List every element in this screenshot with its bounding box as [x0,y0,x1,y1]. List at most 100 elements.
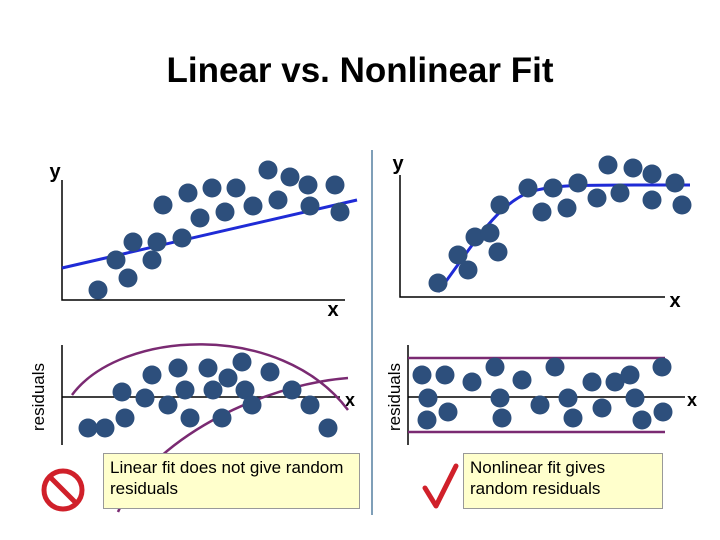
dot [78,418,98,438]
dot [592,398,612,418]
y-label: y [49,161,61,183]
dot [490,195,510,215]
trend-curve [70,343,349,411]
dot [118,268,138,288]
dot [532,202,552,222]
dot [258,160,278,180]
dot [610,183,630,203]
dot [665,173,685,193]
check-icon [422,463,459,509]
dot [142,250,162,270]
dot [175,380,195,400]
dot [563,408,583,428]
dot [298,175,318,195]
dot [462,372,482,392]
dot [280,167,300,187]
dot [485,357,505,377]
dot [545,357,565,377]
dot [202,178,222,198]
y-label: y [392,153,404,175]
dot [543,178,563,198]
dot [418,388,438,408]
dot [300,196,320,216]
dot [438,402,458,422]
dot [642,164,662,184]
dot [260,362,280,382]
dot [212,408,232,428]
dot [518,178,538,198]
dot [652,357,672,377]
dot [582,372,602,392]
dot [448,245,468,265]
dot [235,380,255,400]
residual-label: residuals [385,363,404,431]
dot [95,418,115,438]
dot [512,370,532,390]
dot [458,260,478,280]
dot [488,242,508,262]
dot [232,352,252,372]
dot [168,358,188,378]
dot [672,195,692,215]
dot [558,388,578,408]
x-label: x [345,390,355,410]
dot [242,395,262,415]
dot [115,408,135,428]
dot [226,178,246,198]
dot [198,358,218,378]
dot [417,410,437,430]
dot [625,388,645,408]
dot [215,202,235,222]
dot [158,395,178,415]
dot [218,368,238,388]
dot [203,380,223,400]
dot [147,232,167,252]
dot [642,190,662,210]
x-label: x [669,290,680,312]
dot [88,280,108,300]
dot [106,250,126,270]
dot [623,158,643,178]
residual-label: residuals [29,363,48,431]
dot [190,208,210,228]
dot [300,395,320,415]
caption-box: Nonlinear fit gives random residuals [463,453,663,509]
dot [428,273,448,293]
title: Linear vs. Nonlinear Fit [166,51,553,90]
x-label: x [687,390,697,410]
dot [325,175,345,195]
dot [620,365,640,385]
dot [142,365,162,385]
dot [490,388,510,408]
dot [268,190,288,210]
dot [465,227,485,247]
dot [178,183,198,203]
dot [480,223,500,243]
dot [153,195,173,215]
dot [598,155,618,175]
dot [605,372,625,392]
dot [172,228,192,248]
dot [557,198,577,218]
dot [330,202,350,222]
no-icon [41,468,85,512]
dot [412,365,432,385]
dot [568,173,588,193]
dot [243,196,263,216]
dot [653,402,673,422]
dot [112,382,132,402]
dot [282,380,302,400]
dot [180,408,200,428]
dot [135,388,155,408]
caption-box: Linear fit does not give random residual… [103,453,360,509]
dot [632,410,652,430]
axes [61,180,345,301]
dot [318,418,338,438]
dot [530,395,550,415]
dot [587,188,607,208]
x-label: x [327,299,338,321]
dot [123,232,143,252]
dot [492,408,512,428]
